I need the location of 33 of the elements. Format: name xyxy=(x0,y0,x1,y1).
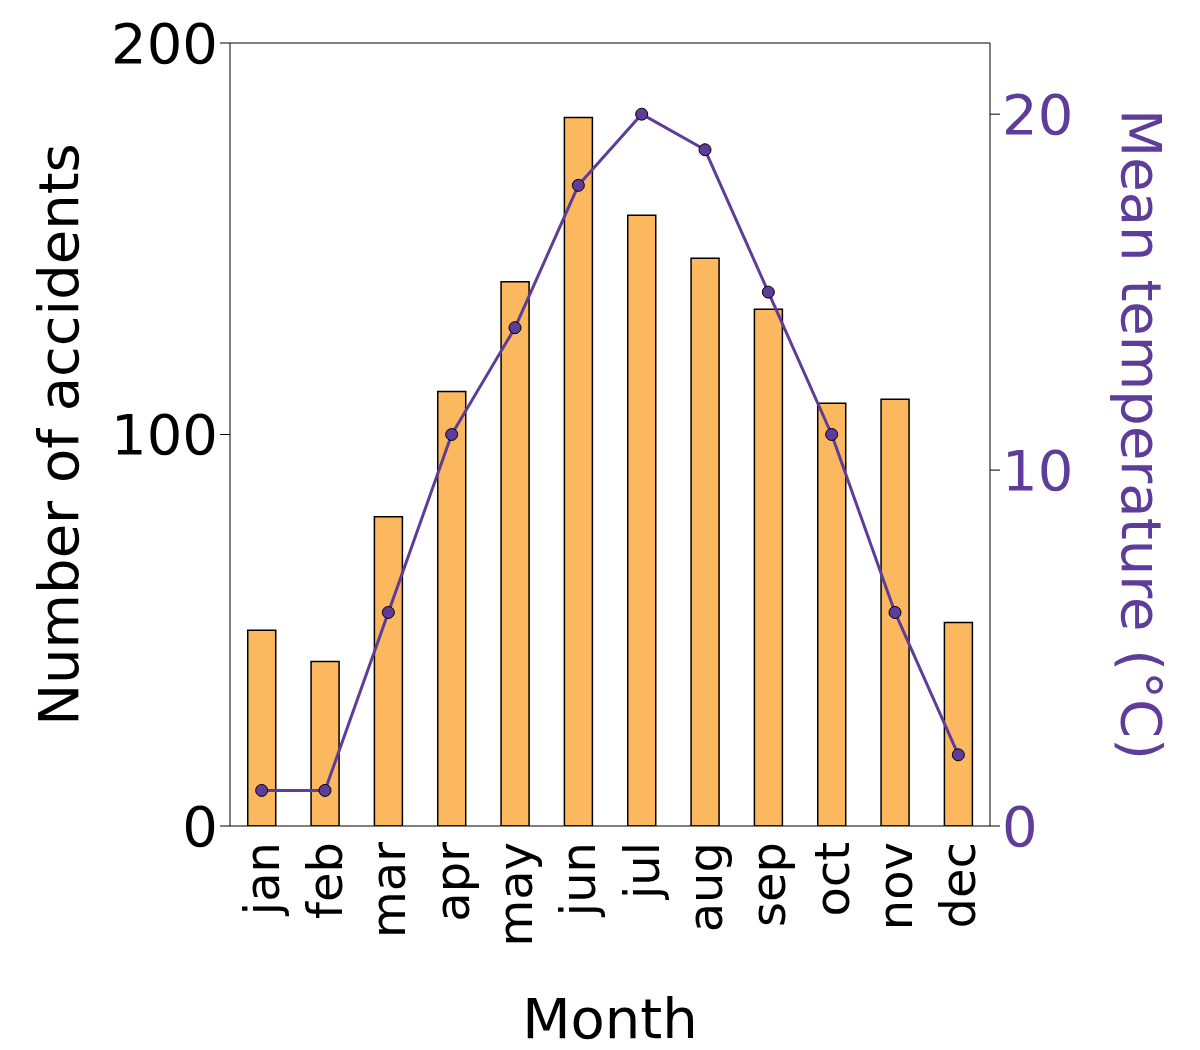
x-tick-label: dec xyxy=(930,842,987,929)
x-tick-label: sep xyxy=(740,842,797,928)
x-tick-label: aug xyxy=(677,842,733,933)
y2-tick-label: 10 xyxy=(1002,437,1074,503)
x-tick-label: oct xyxy=(803,842,860,917)
point xyxy=(255,783,269,797)
x-tick-label: may xyxy=(487,842,543,947)
y2-tick-label: 20 xyxy=(1002,82,1074,148)
point xyxy=(951,748,965,762)
x-tick-label: nov xyxy=(867,842,923,931)
x-tick-label: jun xyxy=(550,842,607,918)
y-axis-title: Number of accidents xyxy=(25,143,91,726)
point xyxy=(888,605,902,619)
point xyxy=(825,428,839,441)
x-tick-label: feb xyxy=(297,842,353,919)
x-tick-label: apr xyxy=(423,841,480,922)
y-tick-label: 100 xyxy=(111,402,218,468)
point xyxy=(571,178,585,192)
point xyxy=(635,107,649,121)
point xyxy=(698,143,712,157)
y-tick-label: 0 xyxy=(182,793,218,859)
point xyxy=(508,321,522,335)
x-tick-label: mar xyxy=(360,841,417,938)
y2-axis-title: Mean temperature (°C) xyxy=(1109,109,1175,760)
x-tick-label: jul xyxy=(613,842,670,901)
x-tick-label: jan xyxy=(233,842,290,917)
y2-tick-label: 0 xyxy=(1002,793,1038,859)
point xyxy=(381,605,395,619)
point xyxy=(318,783,332,797)
point xyxy=(445,428,459,441)
point xyxy=(761,285,775,299)
x-axis-title: Month xyxy=(522,986,698,1050)
y-tick-label: 200 xyxy=(111,10,218,76)
